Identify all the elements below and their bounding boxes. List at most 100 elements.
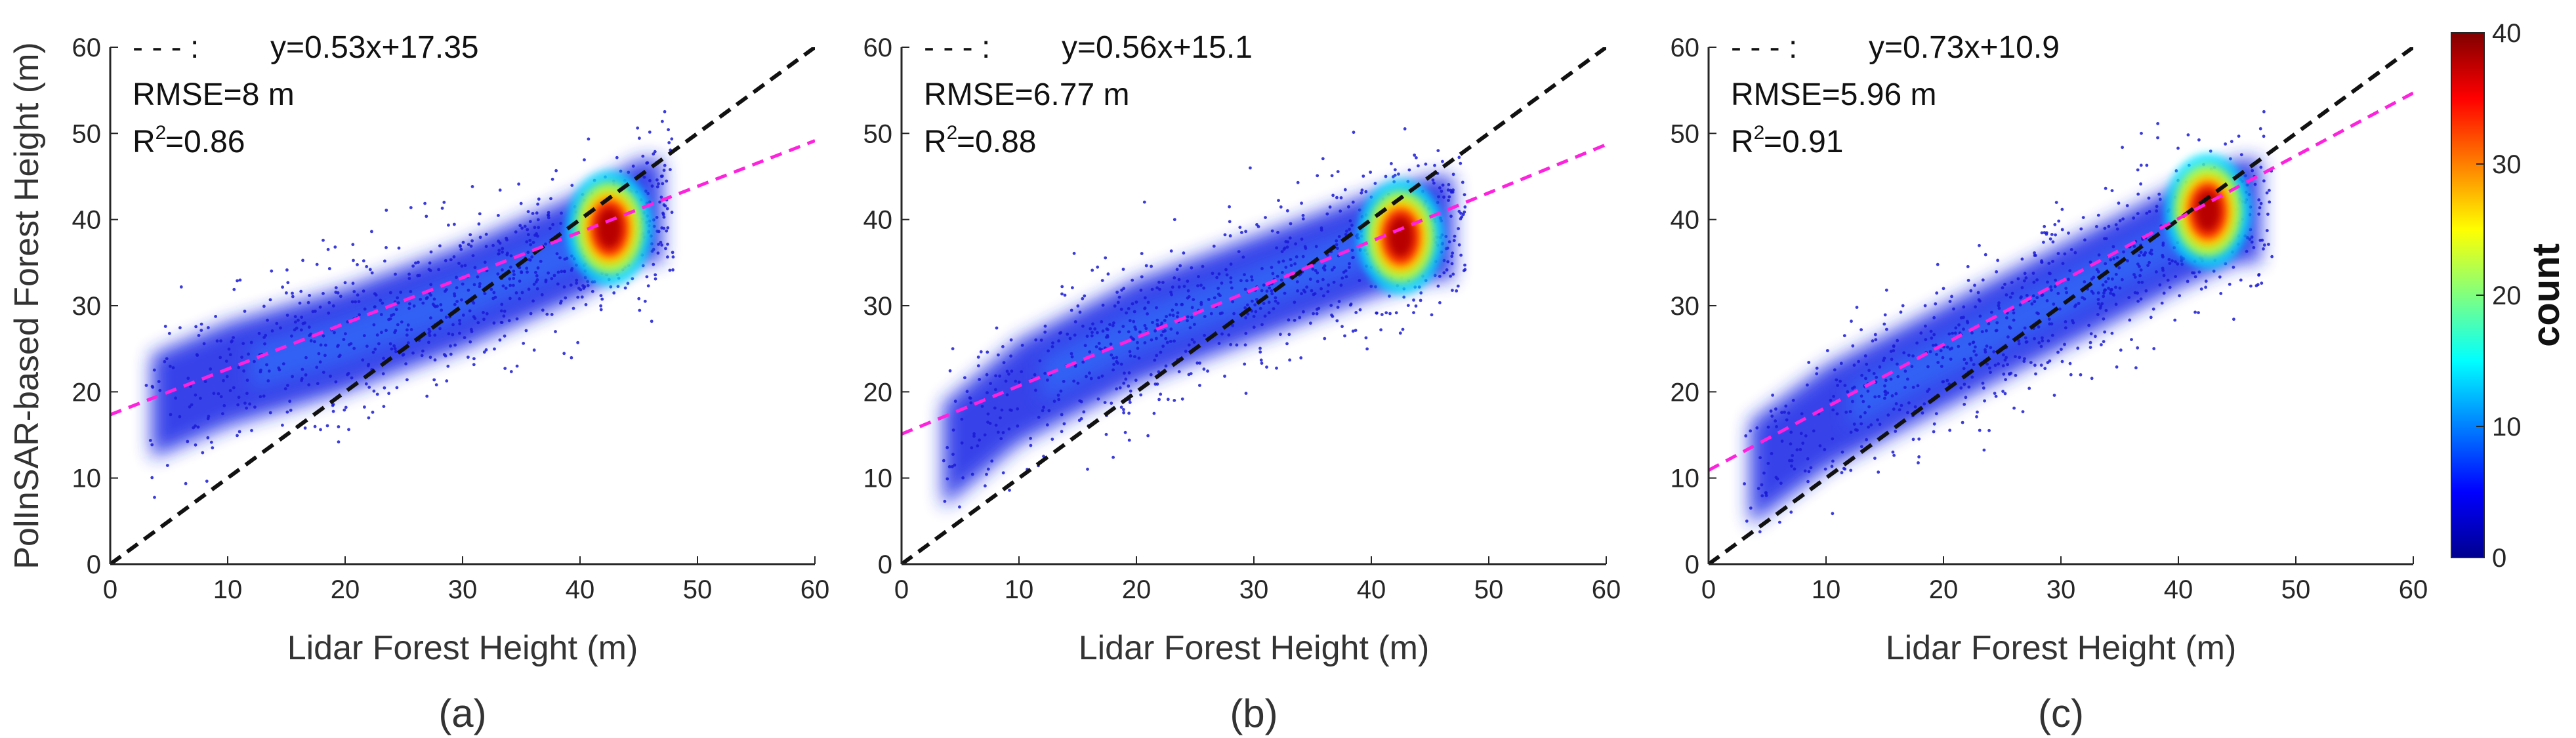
scatter-point-c [1884,393,1888,397]
scatter-point-b [1155,318,1159,322]
scatter-point-a [619,169,623,173]
scatter-point-a [356,263,359,266]
scatter-point-b [1201,264,1205,268]
scatter-point-c [1995,321,1999,325]
scatter-point-c [2064,326,2067,330]
scatter-point-a [301,258,304,262]
scatter-point-c [1864,377,1867,380]
scatter-point-b [1134,300,1138,304]
scatter-point-c [2152,347,2156,350]
scatter-point-c [1924,338,1928,342]
scatter-point-a [329,375,332,378]
scatter-point-c [2107,287,2110,290]
scatter-point-c [1831,408,1835,412]
scatter-point-b [1244,331,1248,335]
scatter-point-c [2034,372,2037,376]
colorbar-tick-label: 0 [2492,544,2506,573]
scatter-point-b [1173,339,1176,343]
scatter-point-c [1779,482,1783,485]
scatter-point-c [1978,428,1982,432]
scatter-point-a [395,386,399,390]
scatter-point-c [2090,377,2094,380]
scatter-point-a [662,215,666,219]
scatter-point-b [1037,415,1041,419]
scatter-point-a [381,372,385,376]
scatter-point-a [496,272,500,276]
scatter-point-c [2136,346,2140,350]
scatter-point-a [438,327,442,331]
scatter-point-a [417,274,421,277]
scatter-point-b [1169,327,1173,331]
scatter-point-c [1788,459,1791,462]
scatter-point-b [1250,309,1254,313]
scatter-point-b [1316,279,1319,283]
scatter-point-c [1931,344,1935,347]
scatter-point-a [354,300,357,304]
scatter-point-b [1285,245,1289,249]
scatter-point-c [1992,350,1996,354]
scatter-point-b [1059,331,1063,335]
scatter-point-b [1238,226,1242,229]
scatter-point-b [1047,409,1051,413]
scatter-point-c [2003,283,2006,286]
scatter-point-c [1953,331,1957,335]
scatter-point-c [2139,268,2143,272]
scatter-point-c [2228,157,2232,161]
scatter-point-c [1892,344,1896,348]
scatter-point-b [1229,280,1233,284]
scatter-point-b [1046,379,1049,382]
scatter-point-a [285,291,288,295]
scatter-point-b [1255,298,1258,301]
scatter-point-a [285,410,289,414]
scatter-point-c [2146,264,2150,267]
scatter-point-a [536,202,539,206]
scatter-point-c [1976,291,1980,295]
scatter-point-a [222,379,225,382]
scatter-point-b [1302,310,1305,314]
scatter-point-c [2197,270,2201,274]
scatter-point-a [453,343,457,347]
scatter-point-b [1225,273,1229,277]
scatter-point-c [1964,361,1968,365]
scatter-point-b [1009,354,1012,358]
x-axis-label-a: Lidar Forest Height (m) [287,629,638,667]
scatter-point-c [1839,379,1842,383]
scatter-point-c [2168,285,2172,289]
scatter-point-b [1364,336,1368,340]
scatter-point-a [409,328,413,331]
scatter-point-c [2003,358,2007,362]
scatter-point-c [1764,494,1768,497]
scatter-point-c [1990,310,1993,314]
scatter-point-a [528,258,532,262]
scatter-point-a [563,257,567,261]
scatter-point-a [532,348,536,352]
scatter-point-c [2224,142,2228,146]
scatter-point-b [1243,362,1247,366]
scatter-point-b [1335,195,1339,199]
scatter-point-b [1045,423,1049,427]
scatter-point-a [179,285,183,289]
scatter-point-c [1917,437,1921,441]
scatter-point-b [1155,354,1159,358]
scatter-point-c [1977,298,1981,302]
scatter-point-a [520,291,524,295]
scatter-point-b [986,467,990,471]
scatter-point-c [2083,280,2087,283]
scatter-point-a [199,329,203,332]
scatter-point-b [1188,326,1192,329]
scatter-point-b [1103,401,1107,404]
scatter-point-b [965,390,969,394]
y-tick-label-b: 40 [863,206,893,235]
scatter-point-b [1160,321,1164,325]
x-tick-label-b: 60 [1592,575,1621,604]
scatter-point-a [421,349,425,353]
scatter-point-c [2035,296,2039,300]
scatter-point-c [2102,317,2106,321]
scatter-point-c [2063,252,2067,256]
scatter-point-b [1244,316,1247,319]
scatter-point-b [1171,314,1175,318]
scatter-point-b [1108,323,1111,327]
